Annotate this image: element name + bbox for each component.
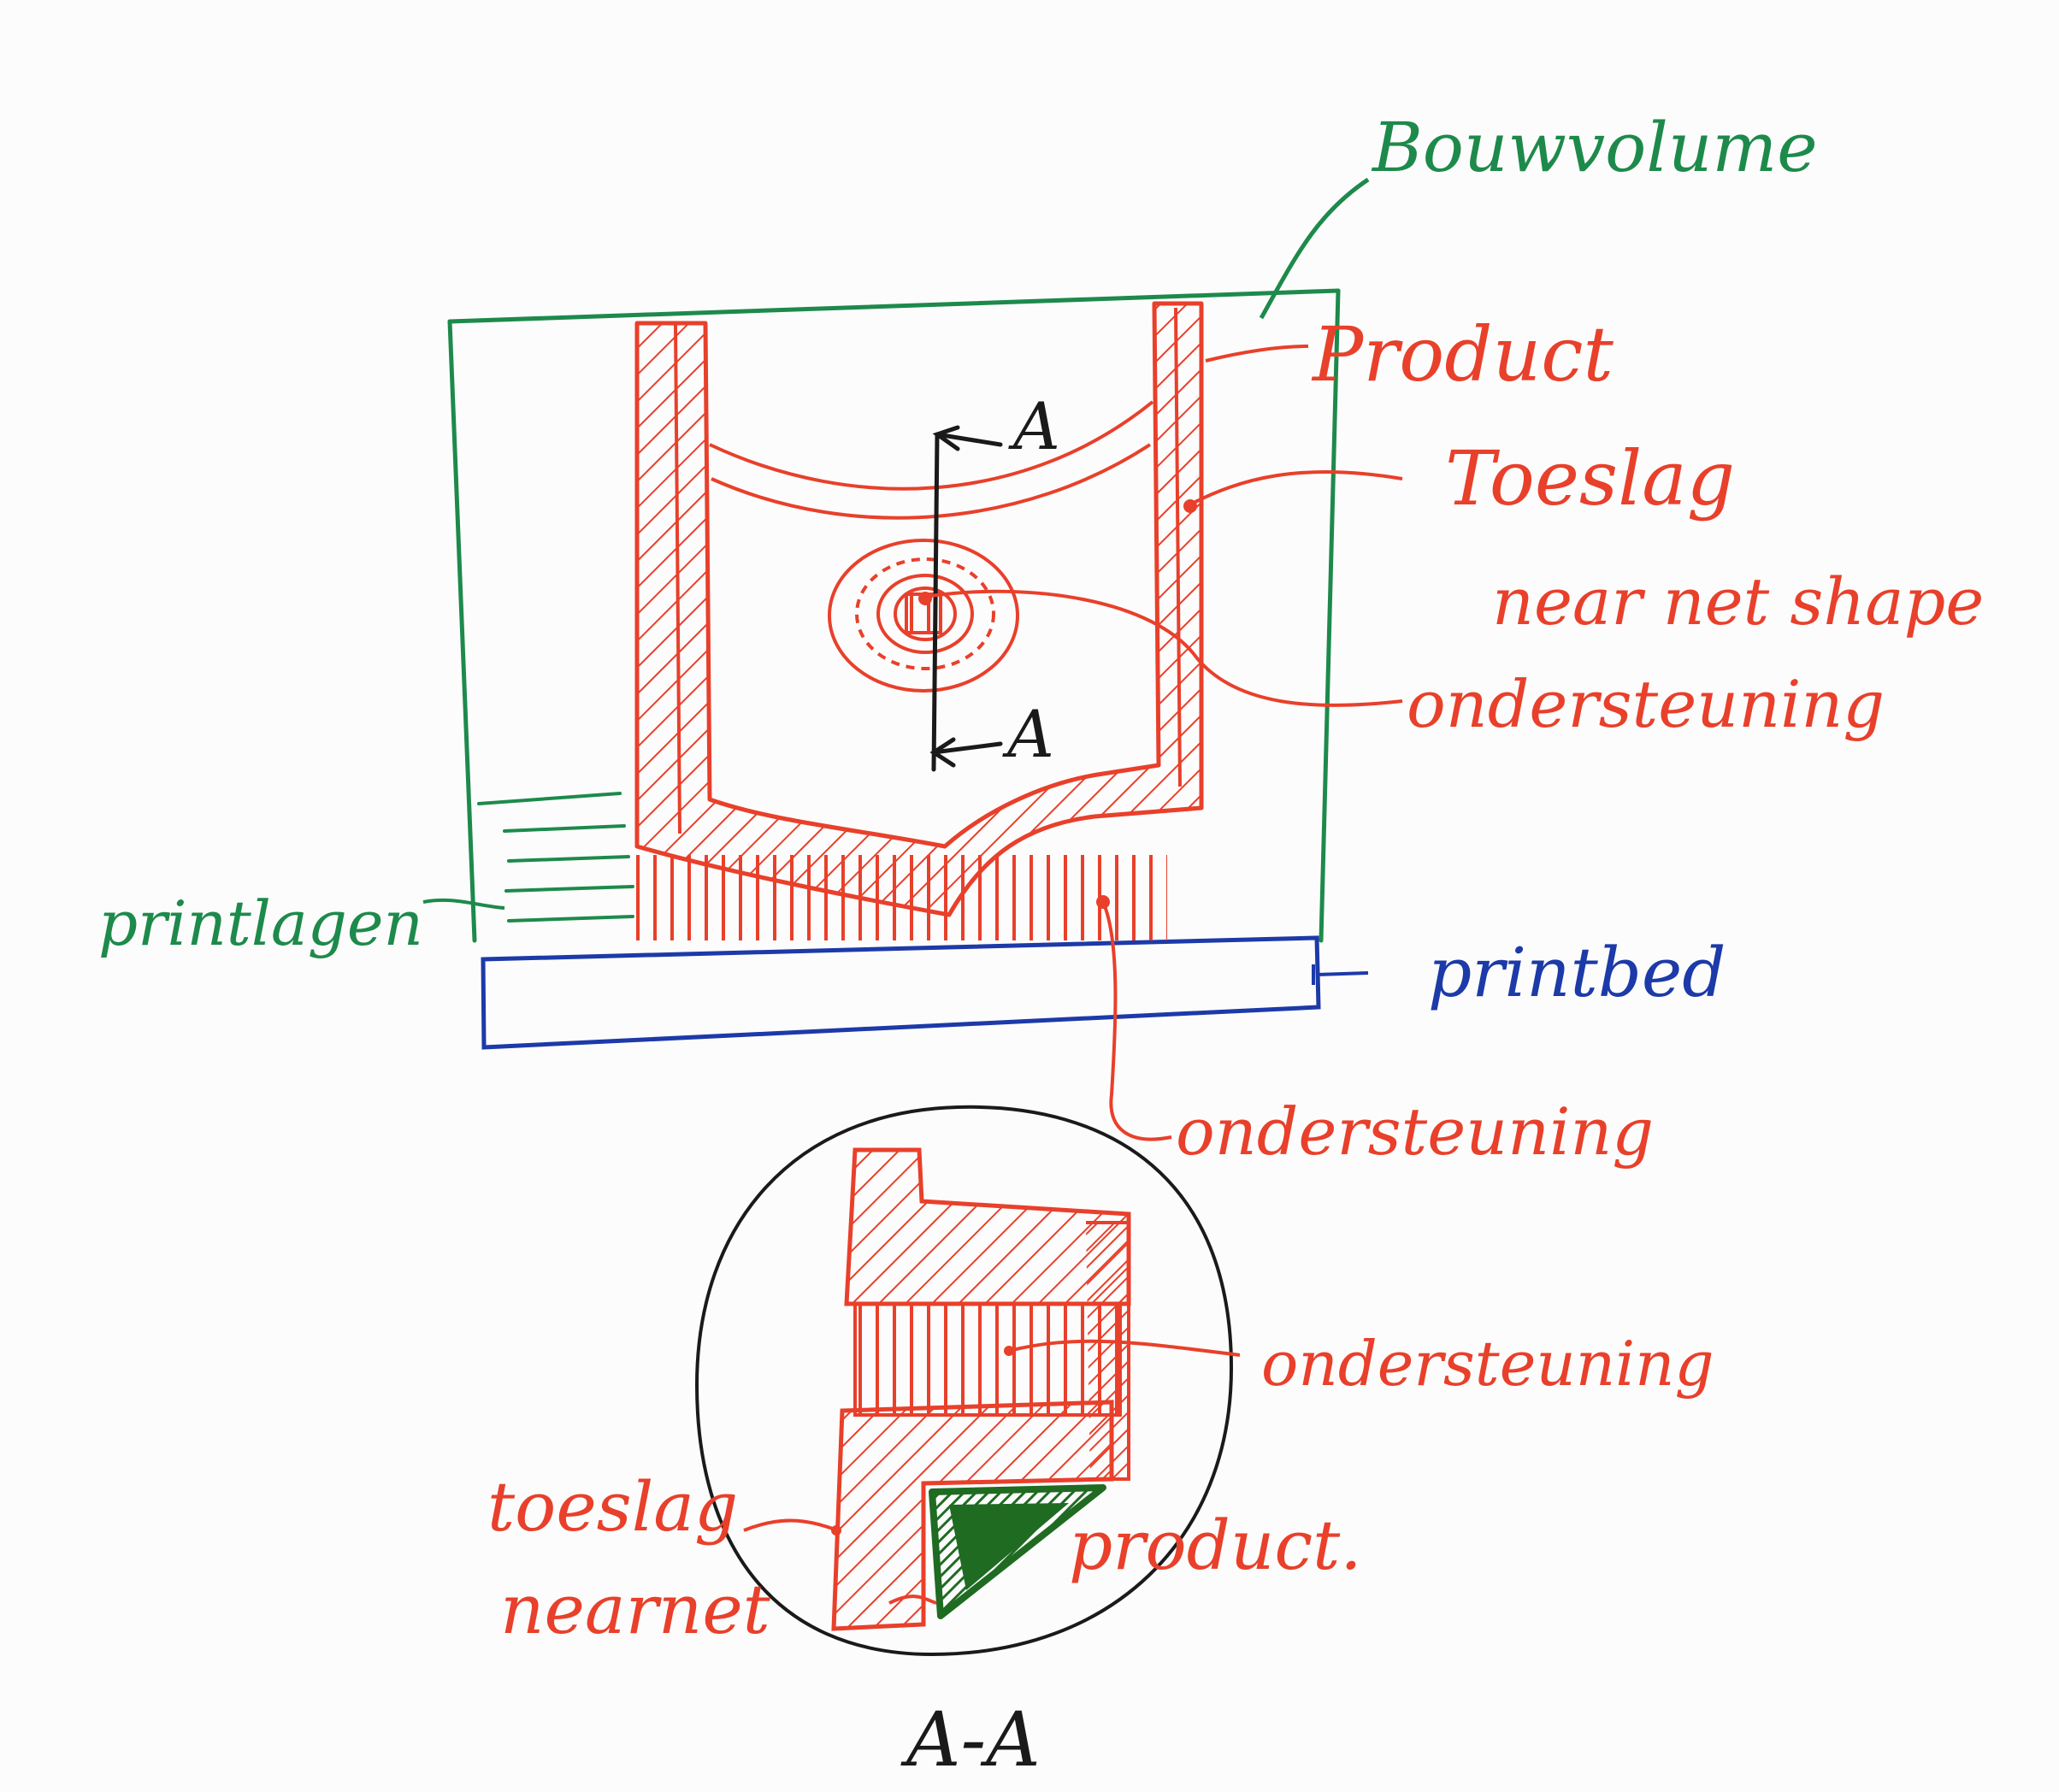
printbed-leader: [1312, 964, 1369, 985]
label-near-net-shape: near net shape: [1492, 563, 1984, 640]
build-volume: [447, 288, 1341, 943]
label-bouwvolume: Bouwvolume: [1371, 108, 1818, 187]
label-nearnet-detail: nearnet: [500, 1570, 771, 1649]
red-leaders: [918, 345, 1403, 1141]
printbed-plate: [481, 935, 1321, 1050]
printlagen-leader: [422, 898, 505, 910]
section-mark-bottom: A: [1002, 696, 1054, 772]
label-ondersteuning-3: ondersteuning: [1261, 1328, 1714, 1400]
label-printlagen: printlagen: [98, 887, 423, 959]
section-mark-top: A: [1008, 388, 1060, 464]
print-layer-lines: [477, 792, 634, 923]
label-ondersteuning-1: ondersteuning: [1407, 666, 1885, 742]
label-product: Product: [1311, 310, 1614, 398]
section-line: [929, 425, 1003, 772]
label-ondersteuning-2: ondersteuning: [1176, 1093, 1654, 1170]
label-product-detail: product.: [1069, 1506, 1362, 1585]
label-printbed: printbed: [1428, 933, 1726, 1012]
section-title: A-A: [900, 1695, 1041, 1783]
bouwvolume-leader: [1259, 177, 1370, 320]
label-toeslag-detail: toeslag: [487, 1467, 738, 1547]
section-detail: [694, 1105, 1241, 1657]
hole-support: [828, 539, 1019, 693]
label-toeslag: Toeslag: [1445, 434, 1735, 522]
